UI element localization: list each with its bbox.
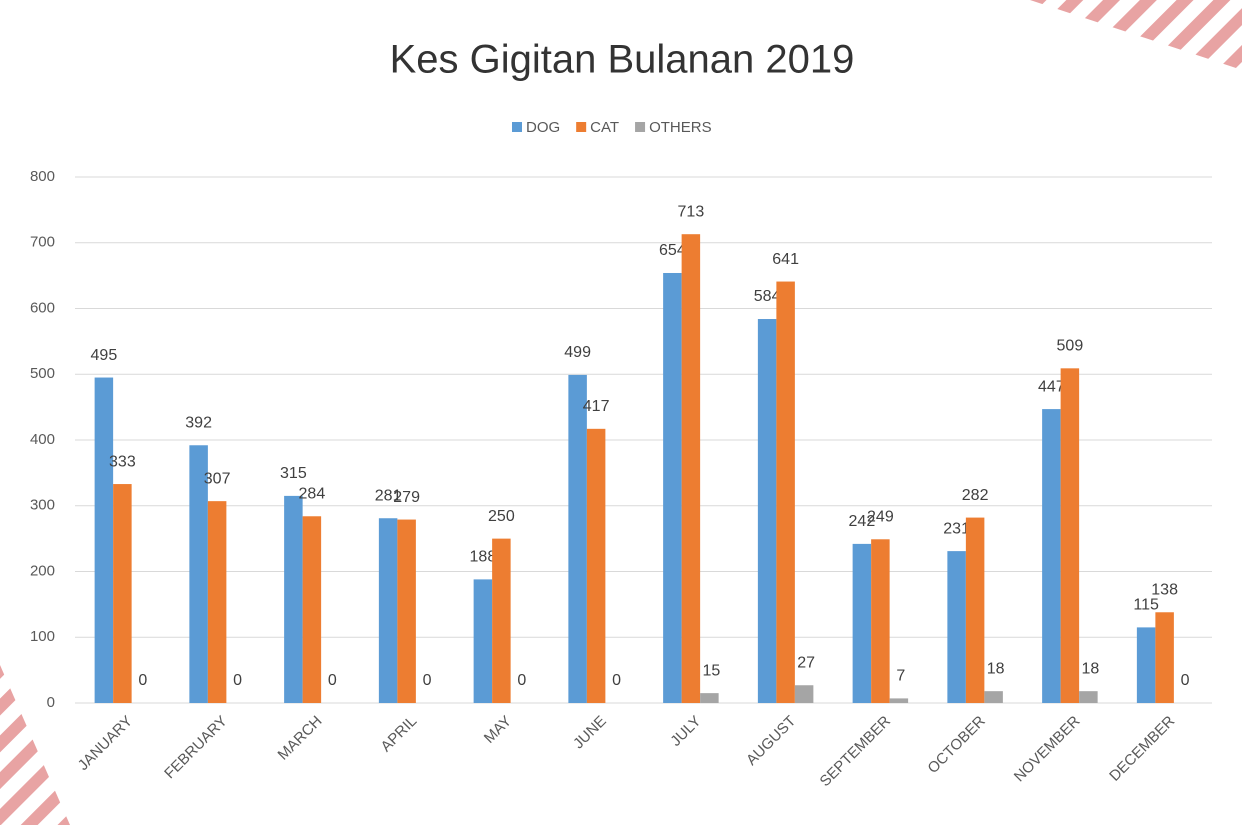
data-label: 584 xyxy=(754,288,781,305)
y-tick-label: 300 xyxy=(30,497,55,514)
data-label: 18 xyxy=(1081,660,1099,677)
bar xyxy=(700,693,719,703)
data-label: 231 xyxy=(943,520,970,537)
data-label: 315 xyxy=(280,465,307,482)
x-tick-label: MAY xyxy=(481,713,515,747)
bar xyxy=(794,685,814,703)
data-label: 27 xyxy=(797,654,815,671)
bar xyxy=(663,272,682,703)
data-label: 392 xyxy=(185,414,212,431)
data-label: 641 xyxy=(772,251,799,268)
x-tick-label: JULY xyxy=(667,713,704,750)
bar xyxy=(1079,691,1098,703)
data-label: 115 xyxy=(1133,597,1159,614)
bar xyxy=(1136,627,1156,703)
data-label: 138 xyxy=(1151,581,1178,598)
data-label: 281 xyxy=(375,487,402,504)
legend-swatch xyxy=(635,122,646,132)
y-tick-label: 100 xyxy=(30,628,55,645)
data-label: 307 xyxy=(204,470,231,487)
data-label: 279 xyxy=(393,489,420,506)
y-tick-label: 700 xyxy=(30,234,55,251)
data-label: 0 xyxy=(517,672,526,689)
bar xyxy=(113,484,132,703)
legend-label: DOG xyxy=(526,119,560,136)
data-label: 284 xyxy=(299,485,326,502)
y-tick-label: 500 xyxy=(30,365,55,382)
bar xyxy=(947,551,966,703)
bar xyxy=(284,495,303,703)
data-label: 15 xyxy=(702,662,720,679)
x-tick-label: JANUARY xyxy=(75,713,136,774)
data-label: 509 xyxy=(1057,338,1084,355)
bar xyxy=(984,691,1003,703)
chart-title: Kes Gigitan Bulanan 2019 xyxy=(390,38,855,82)
bar xyxy=(871,539,890,703)
data-label: 0 xyxy=(423,672,432,689)
bar xyxy=(568,374,587,703)
x-tick-label: JUNE xyxy=(570,713,610,753)
data-label: 333 xyxy=(109,453,136,470)
bar xyxy=(852,543,872,703)
data-label: 713 xyxy=(678,203,705,220)
y-tick-label: 800 xyxy=(30,168,55,185)
legend-swatch xyxy=(512,122,522,132)
decoration xyxy=(1030,0,1242,70)
x-tick-label: DECEMBER xyxy=(1106,712,1178,784)
data-label: 447 xyxy=(1038,378,1065,395)
data-label: 0 xyxy=(1181,672,1190,689)
decoration xyxy=(0,665,70,825)
legend-swatch xyxy=(576,122,587,132)
x-tick-label: NOVEMBER xyxy=(1011,713,1084,786)
y-tick-label: 200 xyxy=(30,562,55,579)
data-label: 0 xyxy=(138,672,147,689)
data-label: 282 xyxy=(962,487,989,504)
data-label: 499 xyxy=(564,344,591,361)
bar xyxy=(1155,612,1174,703)
y-tick-label: 600 xyxy=(30,299,55,316)
data-label: 188 xyxy=(470,549,497,566)
x-tick-label: FEBRUARY xyxy=(161,713,231,783)
data-label: 18 xyxy=(987,660,1005,677)
bar xyxy=(207,501,227,703)
bar xyxy=(889,698,909,703)
bar xyxy=(378,518,398,703)
bar xyxy=(681,234,701,703)
data-label: 0 xyxy=(233,672,242,689)
x-tick-label: MARCH xyxy=(275,713,326,764)
data-label: 0 xyxy=(612,672,621,689)
x-tick-label: AUGUST xyxy=(743,713,799,769)
bar xyxy=(302,516,322,703)
bar xyxy=(965,517,985,703)
bar xyxy=(492,538,511,703)
data-label: 249 xyxy=(867,509,894,526)
x-tick-label: APRIL xyxy=(378,713,421,756)
bar xyxy=(757,319,777,703)
bar xyxy=(1060,368,1080,703)
bar xyxy=(586,428,606,703)
bar xyxy=(473,579,493,703)
data-label: 0 xyxy=(328,672,337,689)
bar xyxy=(94,377,114,703)
bar xyxy=(189,445,208,703)
bar xyxy=(397,519,416,703)
y-tick-label: 400 xyxy=(30,431,55,448)
bar xyxy=(1042,409,1061,703)
legend-label: OTHERS xyxy=(649,119,712,136)
bar xyxy=(776,281,795,703)
data-label: 250 xyxy=(488,508,515,525)
data-label: 242 xyxy=(849,513,876,530)
y-tick-label: 0 xyxy=(47,694,55,711)
data-label: 495 xyxy=(91,347,118,364)
x-tick-label: SEPTEMBER xyxy=(817,713,895,791)
data-label: 417 xyxy=(583,398,610,415)
legend-label: CAT xyxy=(590,119,619,136)
data-label: 7 xyxy=(896,668,905,685)
data-label: 654 xyxy=(659,242,686,259)
x-tick-label: OCTOBER xyxy=(924,712,988,776)
